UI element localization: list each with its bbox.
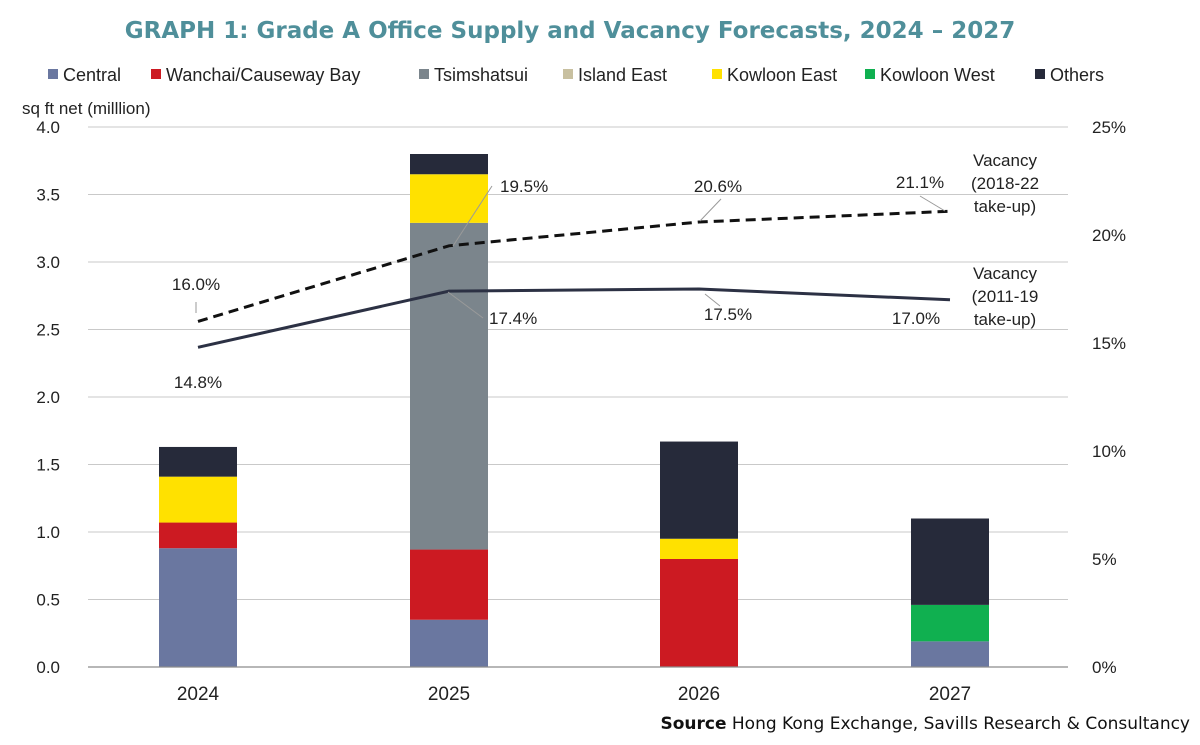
legend-label: Kowloon East [727,65,837,85]
y-tick-label: 2.0 [36,388,60,407]
legend-label: Others [1050,65,1104,85]
source-text: Hong Kong Exchange, Savills Research & C… [731,714,1190,734]
line-name-label: Vacancy [973,264,1037,283]
x-tick-label: 2027 [929,684,971,705]
bar-segment [410,549,488,620]
y2-tick-label: 5% [1092,550,1117,569]
line-name-label: (2011-19 [972,287,1039,306]
y-tick-label: 0.5 [36,591,60,610]
bar-segment [660,538,738,559]
line-name-label: take-up) [974,310,1036,329]
line-name-label: (2018-22 [971,174,1039,193]
source-note: Source Hong Kong Exchange, Savills Resea… [660,714,1190,734]
bar-segment [159,522,237,549]
y-tick-label: 3.0 [36,253,60,272]
bar-segment [660,441,738,539]
data-labels: 16.0% 19.5% 20.6% 21.1% 14.8% 17.4% 17.5% 17.0%… [172,151,1039,392]
legend-swatch [419,69,429,79]
leader-line [452,185,493,247]
vacancy-line-dashed [197,209,951,323]
bar-segment [410,222,488,550]
vacancy-line-solid [197,287,951,349]
y2-tick-label: 10% [1092,442,1126,461]
axes: 0.0 0.5 1.0 1.5 2.0 2.5 3.0 3.5 4.0 0% 5% 10% 15% 20%… [22,99,1126,705]
legend-label: Tsimshatsui [434,65,528,85]
legend-label: Kowloon West [880,65,995,85]
legend-swatch [712,69,722,79]
y-tick-label: 2.5 [36,321,60,340]
y-tick-label: 3.5 [36,186,60,205]
data-label: 21.1% [896,173,944,192]
source-label: Source [660,714,727,734]
line-name-label: Vacancy [973,151,1037,170]
legend-label: Island East [578,65,667,85]
legend-label: Wanchai/Causeway Bay [166,65,360,85]
y-tick-label: 0.0 [36,658,60,677]
line-name-label: take-up) [974,197,1036,216]
legend-swatch [151,69,161,79]
bar-segment [911,518,989,605]
leader-line [919,195,946,212]
vacancy-lines [197,209,951,349]
data-label: 16.0% [172,275,220,294]
bar-segment [911,641,989,667]
legend: Central Wanchai/Causeway Bay Tsimshatsui Is… [48,65,1104,85]
data-label: 17.4% [489,309,537,328]
data-label: 20.6% [694,177,742,196]
legend-swatch [1035,69,1045,79]
x-tick-label: 2024 [177,684,220,705]
gridlines [88,126,1068,600]
y2-tick-label: 15% [1092,334,1126,353]
y2-tick-label: 25% [1092,118,1126,137]
data-label: 17.5% [704,305,752,324]
legend-swatch [48,69,58,79]
bar-segment [911,604,989,642]
bar-segment [410,174,488,223]
leader-line [447,291,484,319]
bar-segment [410,154,488,175]
y-tick-label: 4.0 [36,118,60,137]
legend-label: Central [63,65,121,85]
bar-segment [660,559,738,667]
bar-segment [159,446,237,477]
bar-segment [159,476,237,523]
x-tick-label: 2026 [678,684,720,705]
y-axis-label: sq ft net (milllion) [22,99,150,118]
data-label: 19.5% [500,177,548,196]
bar-segment [410,619,488,667]
data-label: 17.0% [892,309,940,328]
bars [159,154,989,667]
y-tick-label: 1.5 [36,456,60,475]
chart-title: GRAPH 1: Grade A Office Supply and Vacan… [124,18,1016,44]
data-label: 14.8% [174,373,222,392]
legend-swatch [563,69,573,79]
y2-tick-label: 20% [1092,226,1126,245]
y-tick-label: 1.0 [36,523,60,542]
legend-swatch [865,69,875,79]
leader-line [704,293,721,307]
x-tick-label: 2025 [428,684,470,705]
leader-line [699,198,722,222]
bar-segment [159,548,237,667]
y2-tick-label: 0% [1092,658,1117,677]
